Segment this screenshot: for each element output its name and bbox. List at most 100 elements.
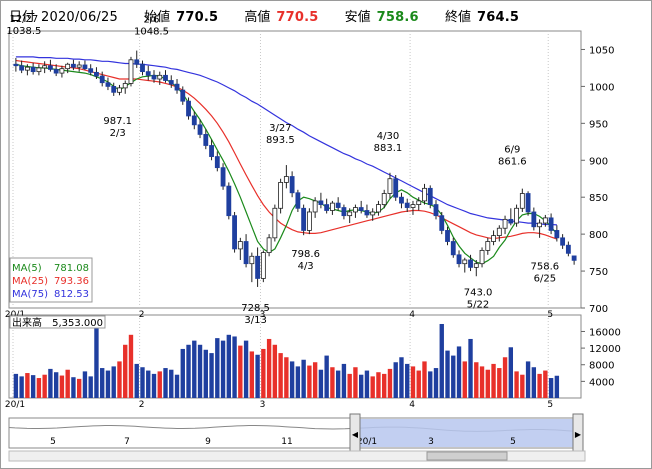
ma-legend-label: MA(5) [12, 263, 42, 274]
volume-bar [238, 345, 243, 398]
candle-body-down [243, 241, 249, 265]
price-tick-label: 800 [589, 230, 608, 241]
volume-bar [42, 374, 47, 398]
volume-label-box [9, 315, 106, 329]
candle-body-down [47, 65, 53, 70]
navigator-label: 7 [124, 437, 130, 447]
navigator-selection[interactable] [358, 419, 573, 447]
volume-bar [312, 362, 318, 398]
candle-body-down [140, 63, 145, 73]
candlestick [266, 234, 272, 257]
navigator-right-handle[interactable]: ▶ [572, 413, 584, 453]
volume-bar [76, 378, 82, 398]
candle-body-up [312, 200, 318, 213]
candlestick [318, 192, 324, 209]
candle-body-down [554, 230, 560, 239]
candle-body-up [491, 235, 496, 242]
navigator-left-handle[interactable]: ◀ [349, 413, 361, 453]
volume-bar [48, 368, 53, 398]
candle-body-down [468, 259, 473, 268]
annotation-line1: 728.5 [241, 303, 270, 314]
month-label: 4 [409, 310, 415, 320]
price-tick-label: 750 [589, 267, 608, 278]
candlestick [214, 151, 220, 172]
ma-legend-box [9, 257, 93, 303]
candlestick [456, 250, 462, 268]
candle-body-down [232, 215, 237, 250]
open-label: 始値 [144, 10, 171, 25]
candlestick [122, 80, 128, 94]
candle-body-down [13, 63, 19, 67]
candle-body-up [485, 241, 491, 251]
candlestick [19, 60, 25, 74]
candle-body-down [19, 65, 25, 71]
volume-bar [289, 361, 295, 398]
candlestick [445, 226, 450, 246]
volume-bar [272, 344, 278, 398]
volume-bar [382, 373, 387, 398]
candlestick [134, 50, 140, 68]
candlestick [99, 71, 105, 87]
volume-bar [295, 366, 301, 398]
price-annotation: 758.66/25 [531, 262, 560, 285]
volume-bar [53, 372, 59, 398]
candlestick [485, 237, 491, 255]
candlestick [53, 64, 59, 77]
annotation-line2: 5/22 [467, 299, 489, 310]
candle-body-down [82, 64, 88, 70]
candle-body-down [220, 167, 226, 187]
candle-body-down [508, 218, 514, 224]
volume-bar [502, 357, 508, 398]
volume-bar [25, 373, 30, 398]
candlestick [324, 198, 330, 214]
close-value: 764.5 [476, 10, 520, 25]
candlestick [24, 64, 30, 76]
candlestick [525, 191, 531, 216]
volume-bar [537, 373, 542, 398]
candlestick [542, 214, 548, 227]
candle-body-down [168, 80, 174, 85]
ma-legend-label: MA(75) [12, 289, 48, 300]
candle-body-up [76, 64, 82, 68]
volume-bar [347, 373, 352, 398]
volume-bar [468, 338, 473, 398]
volume-bar [410, 366, 416, 398]
navigator-label: 11 [281, 437, 292, 447]
annotation-line2: 861.6 [498, 157, 527, 168]
navigator-label: 20/1 [357, 437, 377, 447]
volume-bar [105, 370, 111, 398]
volume-bar [111, 366, 116, 398]
candlestick [151, 70, 157, 83]
candle-body-down [105, 82, 111, 87]
candle-body-down [30, 66, 36, 73]
annotation-line2: 6/25 [534, 274, 556, 285]
volume-label: 出来高 [12, 316, 42, 329]
date-value: 2020/06/25 [41, 10, 118, 25]
navigator-scrollbar-track[interactable] [8, 450, 586, 462]
candle-body-up [306, 211, 312, 231]
candle-body-up [422, 187, 427, 202]
candle-body-down [209, 145, 214, 157]
candlestick [502, 215, 508, 235]
candlestick [128, 56, 134, 87]
volume-bar [157, 371, 162, 398]
candle-body-up [537, 222, 543, 228]
volume-bar [123, 344, 128, 398]
annotation-line1: 798.6 [291, 249, 320, 260]
candlestick [255, 247, 261, 287]
candle-body-down [548, 217, 554, 231]
volume-bar [307, 365, 312, 398]
month-label: 20/1 [5, 310, 25, 320]
candlestick [260, 250, 266, 283]
navigator-scrollbar-thumb[interactable] [426, 451, 508, 461]
candlestick [209, 139, 214, 161]
price-tick-label: 900 [589, 156, 608, 167]
ma-legend-label: MA(25) [12, 276, 48, 287]
candlestick [197, 119, 203, 139]
candle-body-down [53, 69, 59, 74]
candlestick [329, 200, 335, 215]
candlestick [422, 183, 427, 205]
month-label: 2 [139, 310, 145, 320]
